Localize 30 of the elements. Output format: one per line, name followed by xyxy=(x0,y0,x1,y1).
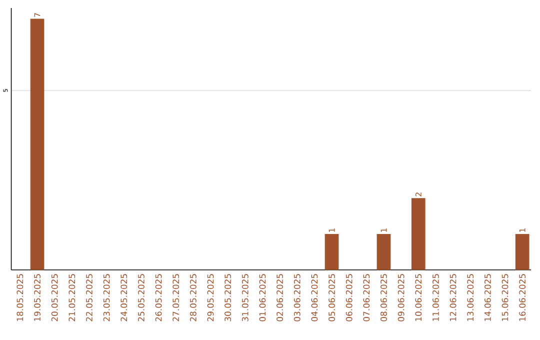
x-tick-label: 05.06.2025 xyxy=(328,274,335,322)
x-tick-label: 07.06.2025 xyxy=(363,274,370,322)
x-tick-label: 13.06.2025 xyxy=(467,274,474,321)
x-tick-label: 01.06.2025 xyxy=(259,274,266,322)
x-tick-label: 11.06.2025 xyxy=(432,274,439,321)
x-tick-label: 06.06.2025 xyxy=(346,274,352,322)
x-tick-label: 15.06.2025 xyxy=(502,274,508,321)
x-tick-label: 16.06.2025 xyxy=(519,274,526,321)
x-tick-label: 12.06.2025 xyxy=(450,274,456,321)
x-tick-label: 26.05.2025 xyxy=(155,274,162,322)
x-tick-label: 09.06.2025 xyxy=(398,274,404,322)
x-tick-label: 22.05.2025 xyxy=(86,274,92,322)
x-tick-label: 28.05.2025 xyxy=(190,274,196,322)
x-tick-label: 14.06.2025 xyxy=(484,274,491,321)
x-tick-label: 04.06.2025 xyxy=(311,274,318,322)
x-tick-label: 30.05.2025 xyxy=(224,274,232,322)
x-tick-label: 10.06.2025 xyxy=(415,274,422,321)
x-tick-label: 31.05.2025 xyxy=(242,274,248,322)
x-tick-label: 27.05.2025 xyxy=(172,274,180,322)
x-tick-label: 29.05.2025 xyxy=(207,274,214,322)
x-tick-label: 19.05.2025 xyxy=(34,274,40,321)
x-tick-label: 25.05.2025 xyxy=(138,274,144,322)
x-tick-label: 02.06.2025 xyxy=(276,274,284,322)
x-tick-label: 23.05.2025 xyxy=(103,274,110,322)
x-tick-label: 18.05.2025 xyxy=(16,274,24,321)
x-tick-label: 24.05.2025 xyxy=(120,274,128,322)
x-tick-label: 21.05.2025 xyxy=(68,274,76,322)
x-tick-label: 08.06.2025 xyxy=(380,274,387,322)
x-tick-label: 20.05.2025 xyxy=(51,274,58,322)
x-tick-label: 03.06.2025 xyxy=(294,274,300,322)
